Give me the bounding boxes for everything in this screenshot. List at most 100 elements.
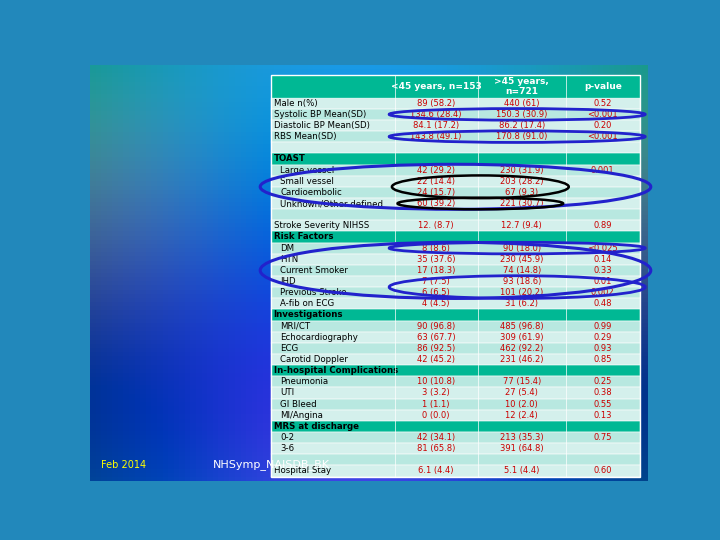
Text: GI Bleed: GI Bleed — [280, 400, 317, 409]
FancyBboxPatch shape — [271, 131, 639, 142]
Text: 0.002: 0.002 — [591, 288, 615, 297]
FancyBboxPatch shape — [271, 142, 639, 153]
Text: Echocardiography: Echocardiography — [280, 333, 358, 342]
FancyBboxPatch shape — [271, 465, 639, 476]
Text: 6 (6.5): 6 (6.5) — [423, 288, 450, 297]
FancyBboxPatch shape — [271, 365, 639, 376]
FancyBboxPatch shape — [271, 443, 639, 454]
FancyBboxPatch shape — [271, 98, 639, 109]
Text: 89 (58.2): 89 (58.2) — [417, 99, 455, 107]
Text: Small vessel: Small vessel — [280, 177, 334, 186]
Text: 17 (18.3): 17 (18.3) — [417, 266, 455, 275]
Text: 0.001: 0.001 — [591, 166, 615, 174]
Text: 8 (8.6): 8 (8.6) — [422, 244, 450, 253]
Text: 60 (39.2): 60 (39.2) — [417, 199, 455, 208]
FancyBboxPatch shape — [271, 454, 639, 465]
Text: 0.48: 0.48 — [593, 299, 612, 308]
Text: 67 (9.3): 67 (9.3) — [505, 188, 539, 197]
Text: Risk Factors: Risk Factors — [274, 232, 333, 241]
Text: 0.25: 0.25 — [593, 377, 612, 386]
Text: 0.93: 0.93 — [593, 344, 612, 353]
Text: 0.29: 0.29 — [593, 333, 612, 342]
Text: 485 (96.8): 485 (96.8) — [500, 322, 544, 330]
Text: 42 (29.2): 42 (29.2) — [417, 166, 455, 174]
Text: 230 (45.9): 230 (45.9) — [500, 255, 544, 264]
Text: 170.8 (91.0): 170.8 (91.0) — [496, 132, 547, 141]
Text: <0.001: <0.001 — [588, 132, 618, 141]
Text: 77 (15.4): 77 (15.4) — [503, 377, 541, 386]
Text: 10 (2.0): 10 (2.0) — [505, 400, 538, 409]
Text: 4 (4.5): 4 (4.5) — [423, 299, 450, 308]
Text: Unknown/Other defined: Unknown/Other defined — [280, 199, 383, 208]
Text: 391 (64.8): 391 (64.8) — [500, 444, 544, 453]
Text: Diastolic BP Mean(SD): Diastolic BP Mean(SD) — [274, 121, 369, 130]
Text: 0.33: 0.33 — [593, 266, 612, 275]
FancyBboxPatch shape — [271, 332, 639, 343]
Text: 134.6 (28.4): 134.6 (28.4) — [410, 110, 462, 119]
Text: DM: DM — [280, 244, 294, 253]
Text: 0.55: 0.55 — [593, 400, 612, 409]
Text: 5.1 (4.4): 5.1 (4.4) — [504, 467, 539, 475]
FancyBboxPatch shape — [271, 165, 639, 176]
Text: A-fib on ECG: A-fib on ECG — [280, 299, 335, 308]
Text: 42 (45.2): 42 (45.2) — [417, 355, 455, 364]
Text: 0 (0.0): 0 (0.0) — [423, 411, 450, 420]
Text: 462 (92.2): 462 (92.2) — [500, 344, 544, 353]
FancyBboxPatch shape — [271, 287, 639, 298]
Text: Stroke Severity NIHSS: Stroke Severity NIHSS — [274, 221, 369, 230]
Text: p-value: p-value — [584, 82, 622, 91]
FancyBboxPatch shape — [271, 109, 639, 120]
Text: 309 (61.9): 309 (61.9) — [500, 333, 544, 342]
Text: In-hospital Complications: In-hospital Complications — [274, 366, 398, 375]
Text: Hospital Stay: Hospital Stay — [274, 467, 330, 475]
Text: ECG: ECG — [280, 344, 299, 353]
Text: 101 (20.2): 101 (20.2) — [500, 288, 544, 297]
Text: Feb 2014: Feb 2014 — [101, 460, 146, 470]
Text: Pneumonia: Pneumonia — [280, 377, 328, 386]
Text: Investigations: Investigations — [274, 310, 343, 320]
FancyBboxPatch shape — [271, 276, 639, 287]
Text: 27 (5.4): 27 (5.4) — [505, 388, 539, 397]
FancyBboxPatch shape — [271, 75, 639, 98]
Text: Carotid Doppler: Carotid Doppler — [280, 355, 348, 364]
Text: 90 (96.8): 90 (96.8) — [417, 322, 455, 330]
Text: NHSymp_NAISDB_BK: NHSymp_NAISDB_BK — [213, 460, 330, 470]
Text: 35 (37.6): 35 (37.6) — [417, 255, 456, 264]
Text: 7 (7.5): 7 (7.5) — [423, 277, 450, 286]
FancyBboxPatch shape — [271, 242, 639, 254]
Text: 12. (8.7): 12. (8.7) — [418, 221, 454, 230]
Text: 0.99: 0.99 — [593, 322, 612, 330]
Text: Large vessel: Large vessel — [280, 166, 335, 174]
Text: >45 years,
n=721: >45 years, n=721 — [495, 77, 549, 96]
Text: Cardioembolic: Cardioembolic — [280, 188, 342, 197]
Text: 22 (14.4): 22 (14.4) — [417, 177, 455, 186]
Text: 221 (30.7): 221 (30.7) — [500, 199, 544, 208]
FancyBboxPatch shape — [271, 176, 639, 187]
Text: 81 (65.8): 81 (65.8) — [417, 444, 455, 453]
Text: <45 years, n=153: <45 years, n=153 — [391, 82, 482, 91]
Text: 86 (92.5): 86 (92.5) — [417, 344, 455, 353]
FancyBboxPatch shape — [271, 209, 639, 220]
Text: 3-6: 3-6 — [280, 444, 294, 453]
Text: 213 (35.3): 213 (35.3) — [500, 433, 544, 442]
Text: 0.01: 0.01 — [593, 277, 612, 286]
Text: 230 (31.9): 230 (31.9) — [500, 166, 544, 174]
Text: 12.7 (9.4): 12.7 (9.4) — [501, 221, 542, 230]
FancyBboxPatch shape — [271, 254, 639, 265]
Text: 0.20: 0.20 — [593, 121, 612, 130]
Text: 0.85: 0.85 — [593, 355, 612, 364]
FancyBboxPatch shape — [271, 421, 639, 432]
Text: Systolic BP Mean(SD): Systolic BP Mean(SD) — [274, 110, 366, 119]
Text: 0.60: 0.60 — [593, 467, 612, 475]
FancyBboxPatch shape — [271, 387, 639, 399]
FancyBboxPatch shape — [271, 231, 639, 242]
Text: 0.38: 0.38 — [593, 388, 612, 397]
Text: 74 (14.8): 74 (14.8) — [503, 266, 541, 275]
Text: Previous Stroke: Previous Stroke — [280, 288, 347, 297]
Text: 0.52: 0.52 — [593, 99, 612, 107]
Text: 12 (2.4): 12 (2.4) — [505, 411, 538, 420]
FancyBboxPatch shape — [271, 187, 639, 198]
Text: Current Smoker: Current Smoker — [280, 266, 348, 275]
Text: 31 (6.2): 31 (6.2) — [505, 299, 539, 308]
Text: 143.8 (49.1): 143.8 (49.1) — [410, 132, 462, 141]
